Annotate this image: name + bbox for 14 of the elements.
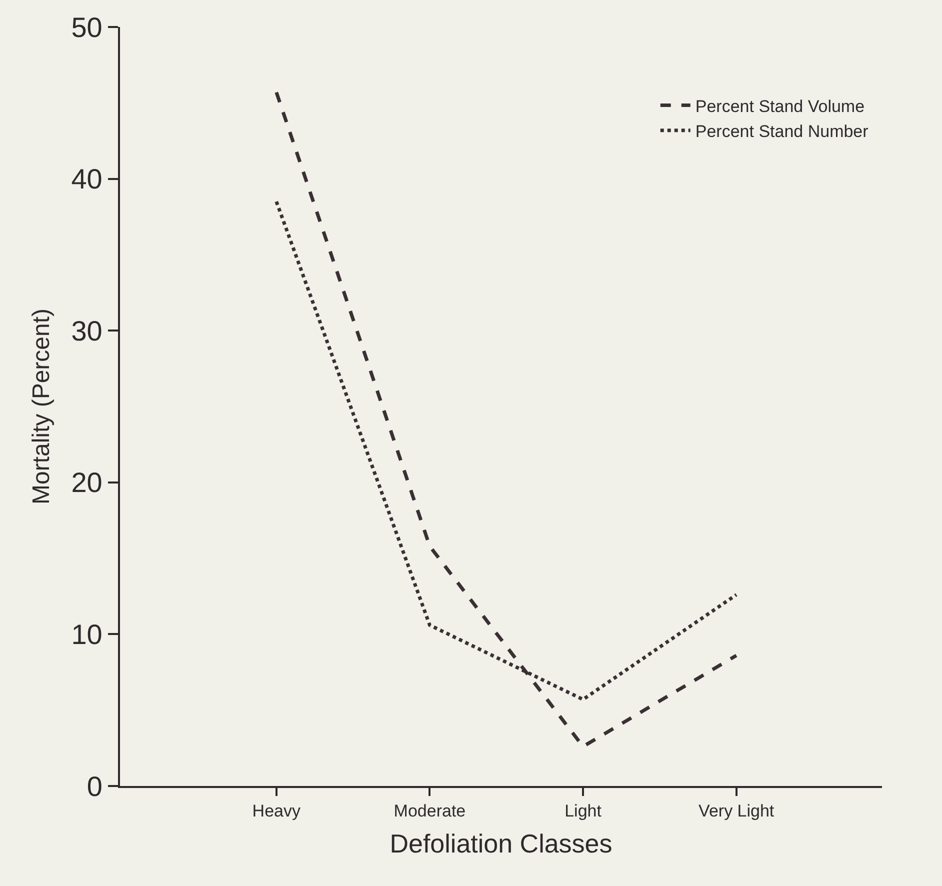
x-tick-label: Moderate [394,801,466,820]
legend-label: Percent Stand Volume [695,96,865,116]
y-tick-label: 0 [86,770,102,802]
legend-label: Percent Stand Number [695,122,869,141]
y-tick-label: 40 [71,164,102,195]
y-tick-label: 50 [71,12,102,43]
x-axis-title: Defoliation Classes [390,828,612,859]
x-tick-label: Light [564,801,602,820]
y-tick-label: 10 [71,619,102,650]
y-axis-title: Mortality (Percent) [28,308,55,505]
x-tick-label: Heavy [252,801,301,820]
x-tick-label: Very Light [698,801,774,820]
y-tick-label: 20 [71,467,102,498]
y-tick-label: 30 [71,315,102,346]
